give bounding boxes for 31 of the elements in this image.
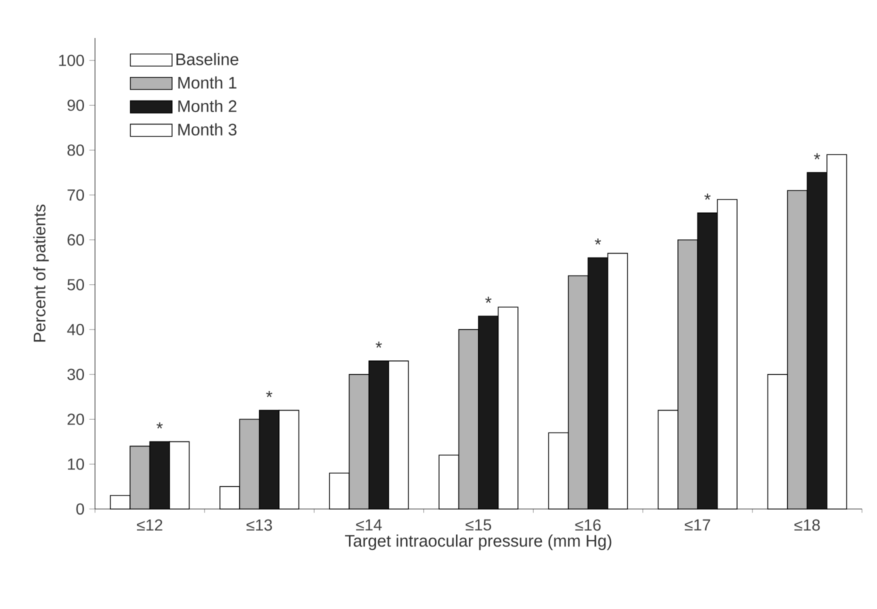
y-tick-label: 30	[67, 368, 84, 380]
annotation: *	[376, 342, 382, 348]
y-axis-title: Percent of patients	[33, 204, 49, 342]
annotation: *	[704, 194, 711, 200]
legend-label: Month 3	[178, 123, 236, 136]
y-tick-label: 10	[68, 458, 84, 470]
y-tick-label: 90	[68, 100, 84, 111]
x-tick-label: ≤15	[466, 519, 492, 531]
y-tick-label: 60	[68, 234, 84, 246]
annotation: *	[594, 238, 602, 245]
y-tick-label: 70	[68, 189, 84, 201]
legend-label: Month 2	[178, 100, 236, 112]
x-tick-label: ≤13	[246, 519, 272, 531]
y-tick-label: 40	[67, 324, 84, 336]
y-tick-label: 80	[68, 144, 84, 156]
y-tick-label: 50	[67, 279, 84, 290]
x-tick-label: ≤17	[684, 519, 710, 530]
x-tick-label: ≤18	[794, 519, 820, 531]
x-tick-label: ≤16	[575, 519, 601, 531]
annotation: *	[485, 296, 492, 303]
y-tick-label: 20	[68, 414, 84, 425]
y-tick-label: 100	[59, 54, 84, 66]
annotation: *	[814, 153, 820, 160]
x-tick-label: ≤12	[137, 519, 162, 531]
x-tick-label: ≤14	[356, 519, 382, 530]
annotation: *	[266, 391, 272, 398]
legend-label: Month 1	[178, 76, 236, 89]
y-tick-label: 0	[76, 503, 84, 515]
legend-label: Baseline	[176, 53, 238, 66]
x-axis-title: Target intraocular pressure (mm Hg)	[345, 534, 612, 550]
annotation: *	[156, 422, 163, 428]
